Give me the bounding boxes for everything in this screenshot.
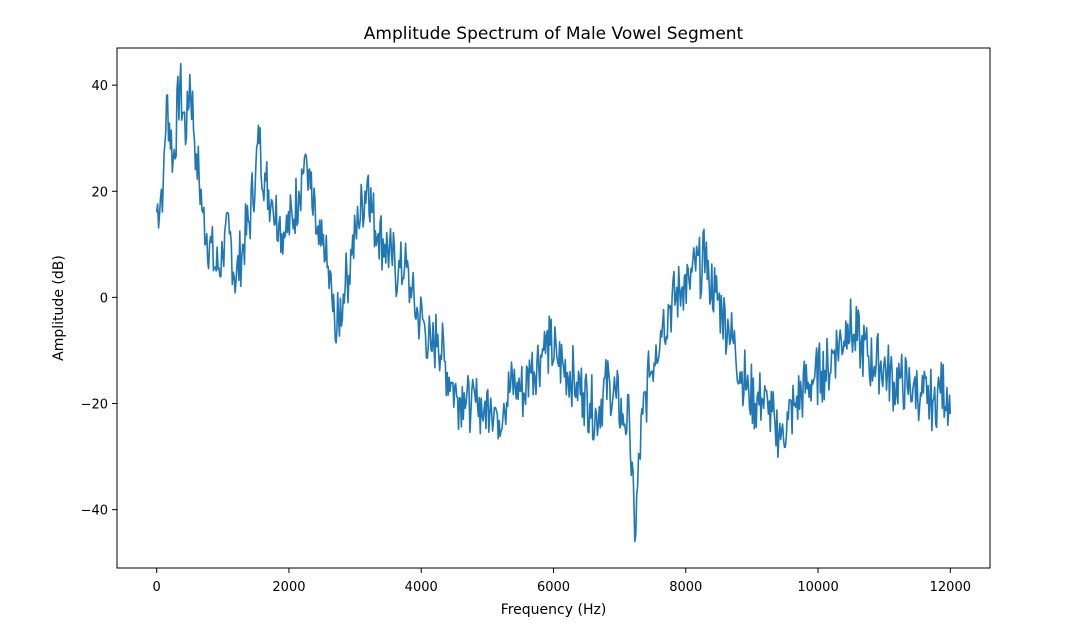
y-axis-label: Amplitude (dB) bbox=[51, 255, 67, 361]
x-tick-label: 2000 bbox=[272, 580, 305, 595]
x-tick-label: 6000 bbox=[537, 580, 570, 595]
y-tick-label: −20 bbox=[81, 398, 108, 413]
x-tick-label: 8000 bbox=[669, 580, 702, 595]
y-tick-label: 0 bbox=[100, 291, 108, 306]
x-tick-label: 0 bbox=[153, 580, 161, 595]
y-tick-label: −40 bbox=[81, 504, 108, 519]
x-axis: 0 2000 4000 6000 8000 10000 12000 bbox=[153, 568, 971, 595]
y-tick-label: 20 bbox=[91, 185, 108, 200]
x-axis-label: Frequency (Hz) bbox=[501, 602, 607, 618]
spectrum-line bbox=[155, 62, 952, 543]
x-tick-label: 12000 bbox=[930, 580, 971, 595]
y-axis: −40 −20 0 20 40 bbox=[81, 79, 117, 519]
chart-title: Amplitude Spectrum of Male Vowel Segment bbox=[364, 24, 744, 44]
plot-area bbox=[116, 47, 991, 569]
x-tick-label: 4000 bbox=[405, 580, 438, 595]
plot-frame bbox=[116, 47, 991, 569]
y-tick-label: 40 bbox=[91, 79, 108, 94]
x-tick-label: 10000 bbox=[797, 580, 838, 595]
